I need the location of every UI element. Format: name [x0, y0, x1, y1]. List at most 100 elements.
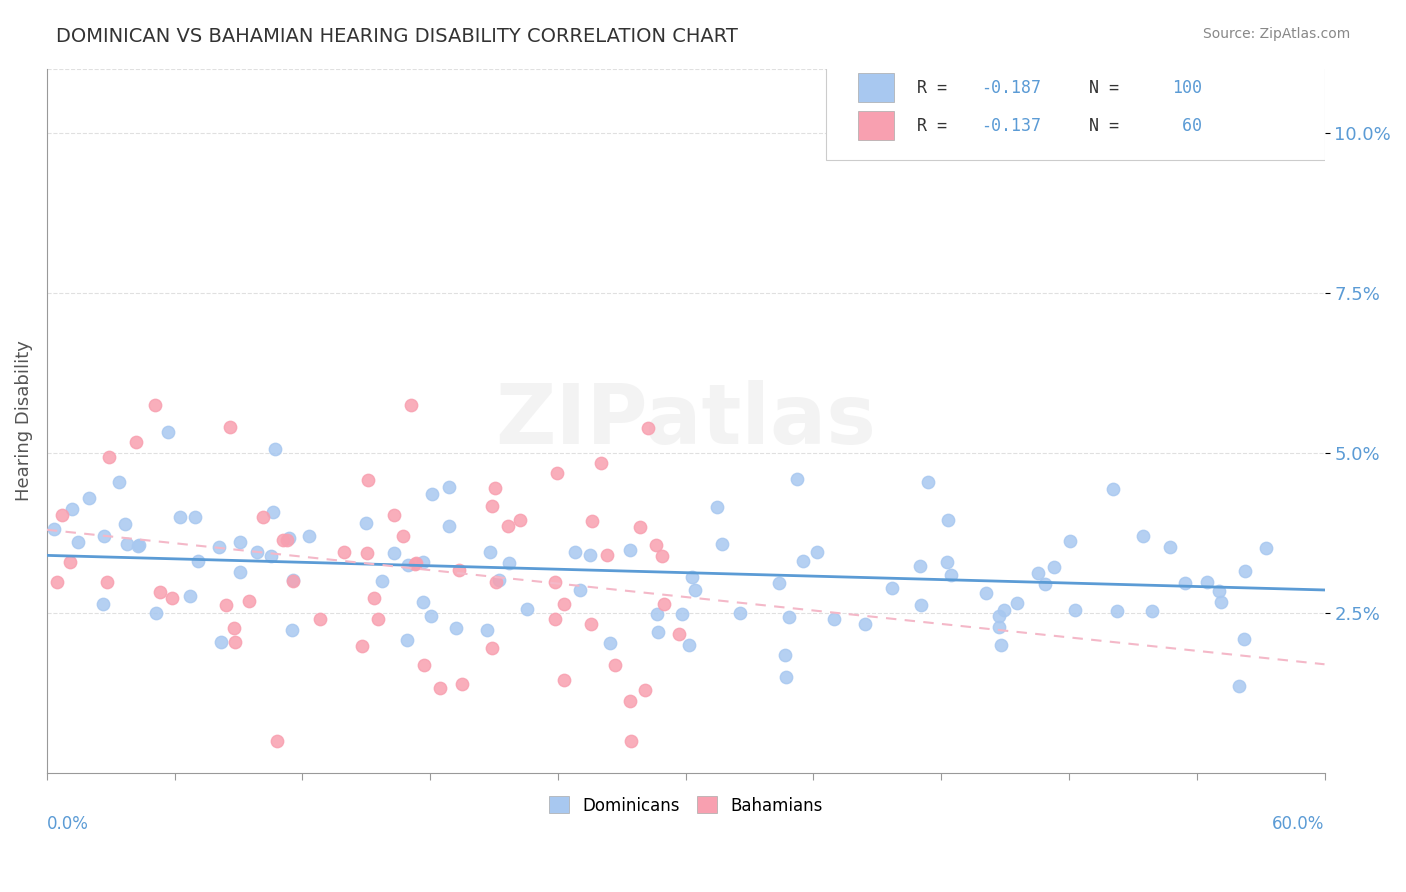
- Point: [183, 510, 205, 524]
- Point: [498, 519, 520, 533]
- Point: [79, 491, 101, 505]
- Point: [404, 557, 426, 571]
- Point: [637, 421, 659, 435]
- Point: [413, 657, 436, 672]
- Point: [910, 598, 932, 612]
- Point: [228, 565, 250, 579]
- Point: [544, 575, 567, 590]
- Point: [382, 546, 405, 560]
- Point: [107, 475, 129, 489]
- Point: [706, 500, 728, 514]
- Point: [115, 537, 138, 551]
- Point: [160, 591, 183, 605]
- Point: [1140, 604, 1163, 618]
- Point: [569, 582, 592, 597]
- Point: [654, 597, 676, 611]
- Point: [224, 621, 246, 635]
- Point: [429, 681, 451, 695]
- Point: [437, 519, 460, 533]
- Point: [477, 624, 499, 638]
- Point: [1159, 541, 1181, 555]
- Point: [792, 554, 814, 568]
- Point: [1132, 529, 1154, 543]
- Point: [399, 398, 422, 412]
- Point: [451, 677, 474, 691]
- Point: [350, 639, 373, 653]
- Point: [806, 545, 828, 559]
- Point: [1174, 575, 1197, 590]
- Point: [246, 545, 269, 559]
- Point: [683, 582, 706, 597]
- Point: [391, 529, 413, 543]
- Point: [276, 533, 298, 547]
- Point: [993, 603, 1015, 617]
- Point: [215, 598, 238, 612]
- Point: [264, 442, 287, 457]
- Point: [1064, 603, 1087, 617]
- Point: [1059, 534, 1081, 549]
- Point: [51, 508, 73, 522]
- Point: [543, 613, 565, 627]
- Point: [208, 540, 231, 554]
- Point: [1033, 576, 1056, 591]
- Text: -0.137: -0.137: [981, 117, 1040, 135]
- Point: [939, 568, 962, 582]
- Point: [786, 472, 808, 486]
- Point: [988, 609, 1011, 624]
- Point: [1197, 574, 1219, 589]
- Point: [579, 616, 602, 631]
- Point: [281, 574, 304, 589]
- Point: [619, 694, 641, 708]
- Point: [509, 513, 531, 527]
- Point: [589, 456, 612, 470]
- Point: [678, 638, 700, 652]
- Point: [498, 557, 520, 571]
- Legend: Dominicans, Bahamians: Dominicans, Bahamians: [543, 789, 830, 822]
- FancyBboxPatch shape: [858, 73, 894, 103]
- Text: R =: R =: [917, 78, 957, 96]
- Point: [405, 556, 427, 570]
- Point: [1102, 482, 1125, 496]
- Point: [645, 538, 668, 552]
- Point: [1043, 560, 1066, 574]
- Point: [60, 502, 83, 516]
- Point: [1233, 564, 1256, 578]
- Point: [599, 636, 621, 650]
- Point: [363, 591, 385, 605]
- Point: [238, 594, 260, 608]
- Point: [266, 734, 288, 748]
- Point: [262, 505, 284, 519]
- Point: [356, 516, 378, 531]
- Point: [1026, 566, 1049, 580]
- Point: [596, 548, 619, 562]
- Y-axis label: Hearing Disability: Hearing Disability: [15, 341, 32, 501]
- Point: [125, 434, 148, 449]
- Point: [273, 533, 295, 548]
- Text: N =: N =: [1090, 78, 1129, 96]
- Point: [45, 574, 67, 589]
- Point: [260, 549, 283, 564]
- FancyBboxPatch shape: [858, 111, 894, 140]
- Point: [988, 620, 1011, 634]
- Text: ZIPatlas: ZIPatlas: [495, 380, 876, 461]
- Point: [128, 537, 150, 551]
- Point: [333, 545, 356, 559]
- Point: [553, 597, 575, 611]
- Point: [42, 522, 65, 536]
- Text: N =: N =: [1090, 117, 1129, 135]
- Point: [647, 624, 669, 639]
- Point: [156, 425, 179, 440]
- Text: 60: 60: [1173, 117, 1202, 135]
- Point: [564, 545, 586, 559]
- Point: [1229, 679, 1251, 693]
- Point: [917, 475, 939, 489]
- Point: [224, 635, 246, 649]
- Point: [976, 586, 998, 600]
- Text: -0.187: -0.187: [981, 78, 1040, 96]
- Point: [628, 519, 651, 533]
- Point: [668, 626, 690, 640]
- Point: [711, 536, 734, 550]
- FancyBboxPatch shape: [827, 51, 1324, 161]
- Text: 60.0%: 60.0%: [1272, 815, 1324, 833]
- Point: [281, 623, 304, 637]
